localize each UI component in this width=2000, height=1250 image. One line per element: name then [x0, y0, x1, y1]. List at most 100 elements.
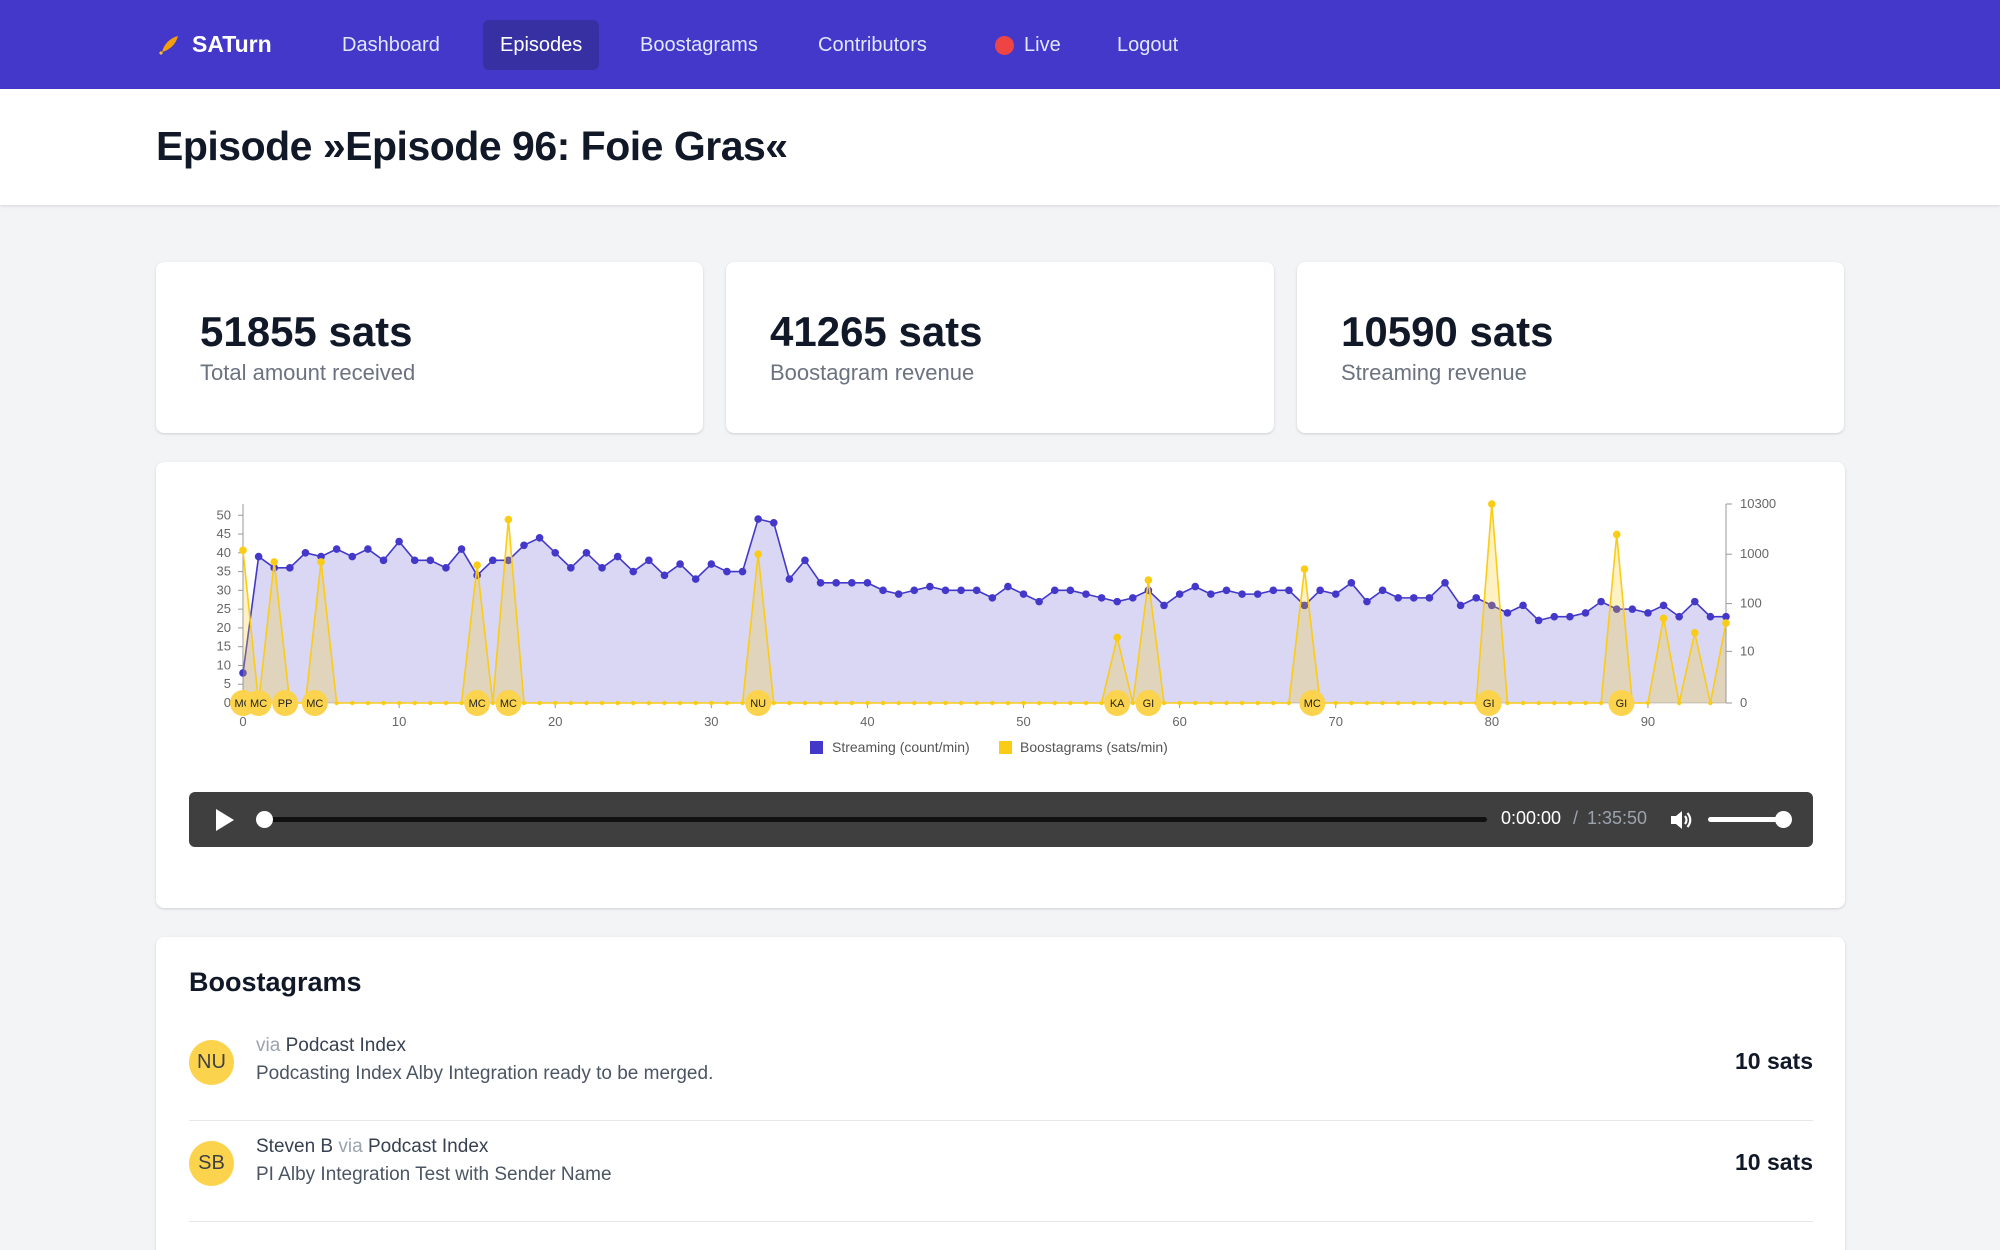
boost-marker: PP: [272, 690, 299, 716]
streaming-point: [1722, 612, 1730, 621]
streaming-point: [1612, 605, 1621, 613]
volume-icon[interactable]: [1668, 807, 1694, 833]
nav-logout[interactable]: Logout: [1117, 33, 1179, 56]
y-left-tick-label: 5: [224, 676, 231, 691]
streaming-point: [1331, 590, 1340, 598]
boostagram-point: [646, 700, 652, 706]
streaming-point: [395, 537, 403, 546]
boostagram-point: [1036, 700, 1042, 706]
streaming-point: [254, 552, 263, 561]
nav-contributors[interactable]: Contributors: [818, 33, 927, 56]
streaming-point: [894, 590, 903, 598]
x-tick-label: 0: [239, 714, 246, 729]
streaming-point: [426, 556, 435, 565]
x-tick-label: 10: [392, 714, 406, 729]
streaming-point: [816, 579, 825, 587]
boostagram-point: [1567, 700, 1573, 706]
streaming-point: [582, 549, 591, 557]
boostagram-point: [865, 700, 870, 706]
seek-knob[interactable]: [256, 811, 273, 828]
boostagram-point: [724, 700, 730, 706]
boostagram-point: [1083, 700, 1089, 706]
streaming-point: [1160, 601, 1168, 610]
x-tick-label: 80: [1485, 714, 1499, 729]
streaming-point: [879, 586, 887, 595]
boostagram-point: [771, 700, 776, 706]
boostagram-point: [239, 546, 247, 555]
streaming-point: [738, 567, 747, 576]
streaming-point: [286, 564, 294, 572]
stat-card-total: 51855 sats Total amount received: [156, 262, 703, 433]
boost-marker: MC: [301, 690, 328, 716]
stat-card-boostagram: 41265 sats Boostagram revenue: [726, 262, 1274, 433]
streaming-point: [848, 579, 856, 587]
boostagram-point: [834, 700, 839, 706]
x-tick-label: 40: [860, 714, 874, 729]
boostagram-item[interactable]: SB Steven B via Podcast Index PI Alby In…: [189, 1121, 1813, 1222]
streaming-point: [801, 556, 809, 565]
streaming-point: [1425, 594, 1434, 602]
boostagram-point: [990, 700, 995, 706]
streaming-point: [1378, 586, 1387, 595]
nav-live[interactable]: Live: [978, 20, 1078, 70]
volume-slider[interactable]: [1708, 811, 1792, 828]
boostagram-point: [537, 700, 542, 706]
y-right-tick-label: 1000: [1740, 546, 1769, 561]
brand-logo[interactable]: SATurn: [158, 0, 272, 89]
boostagram-item[interactable]: NU via Podcast Index Podcasting Index Al…: [189, 1020, 1813, 1121]
boost-marker-circle: [1608, 690, 1635, 716]
boostagram-point: [1583, 700, 1588, 706]
y-left-tick-label: 30: [217, 582, 231, 597]
x-tick-label: 30: [704, 714, 718, 729]
nav-boostagrams[interactable]: Boostagrams: [640, 33, 758, 56]
streaming-point: [957, 586, 965, 595]
play-icon[interactable]: [211, 806, 237, 834]
streaming-point: [1659, 601, 1668, 610]
streaming-point: [629, 567, 638, 576]
boostagram-point: [270, 558, 279, 566]
x-tick-label: 90: [1641, 714, 1655, 729]
boostagram-point: [396, 700, 402, 706]
boost-marker-label: MC: [469, 698, 486, 710]
boost-marker-label: GI: [1143, 698, 1155, 710]
boostagram-point: [459, 700, 464, 706]
boostagram-amount: 10 sats: [1734, 1149, 1813, 1175]
boostagram-point: [1395, 700, 1401, 706]
boost-marker-label: MC: [500, 698, 517, 710]
streaming-point: [239, 669, 247, 677]
boostagram-point: [802, 700, 808, 706]
streaming-point: [832, 579, 840, 587]
nav-episodes[interactable]: Episodes: [483, 20, 600, 70]
boost-marker-circle: [495, 690, 522, 716]
boostagram-point: [490, 700, 495, 706]
boostagram-point: [1193, 700, 1198, 706]
streaming-point: [691, 575, 700, 583]
streaming-point: [1628, 605, 1637, 613]
boostagram-point: [1690, 629, 1699, 637]
boost-marker: MC: [464, 690, 491, 716]
streaming-point: [301, 549, 310, 557]
streaming-point: [1690, 597, 1699, 606]
revenue-chart: 0 5 10 15 20 25 30 35 40 45 50 0 10 100 1000 10300 0 10 20…: [217, 496, 1777, 755]
streaming-point: [379, 556, 388, 565]
nav-dashboard[interactable]: Dashboard: [342, 33, 440, 56]
streaming-point: [1004, 582, 1012, 591]
streaming-point: [364, 545, 372, 553]
boost-marker-circle: [745, 690, 772, 716]
y-left-tick-label: 35: [217, 564, 231, 579]
stat-label: Boostagram revenue: [770, 360, 975, 385]
app-name: Podcast Index: [367, 1136, 489, 1157]
streaming-point: [1316, 586, 1324, 595]
y-left-tick-label: 10: [217, 657, 231, 672]
boostagram-point: [693, 700, 698, 706]
boostagram-point: [1520, 700, 1526, 706]
volume-knob[interactable]: [1775, 811, 1792, 828]
boostagram-point: [1144, 576, 1153, 584]
boostagram-point: [1612, 530, 1621, 539]
boost-marker-circle: [245, 690, 272, 716]
x-tick-label: 50: [1016, 714, 1030, 729]
boostagram-point: [740, 700, 745, 706]
streaming-point: [707, 560, 716, 568]
y-right-tick-label: 10300: [1740, 496, 1776, 511]
seek-bar[interactable]: [256, 811, 1487, 828]
